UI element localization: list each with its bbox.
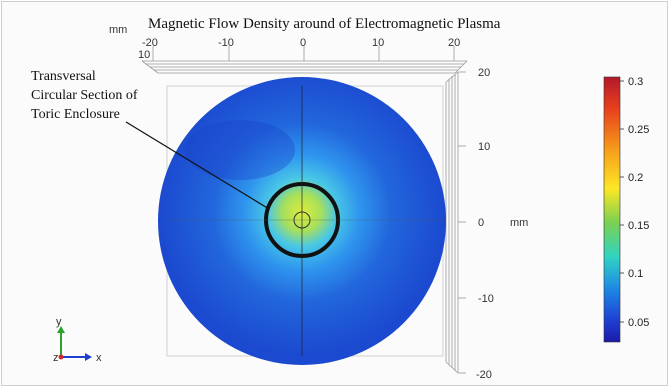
right-tick-20: 20 — [478, 67, 490, 79]
top-tick-0: 0 — [300, 37, 306, 49]
colorbar — [603, 76, 621, 343]
colorbar-tick-0-05: 0.05 — [628, 317, 649, 329]
right-tick-minus10: -10 — [478, 293, 494, 305]
annotation-line-1: Transversal — [31, 69, 96, 84]
top-tick-10: 10 — [372, 37, 384, 49]
top-tick-extra: 10 — [138, 49, 150, 61]
right-tick-0: 0 — [478, 217, 484, 229]
right-axis-unit: mm — [510, 217, 528, 229]
annotation-label: Transversal Circular Section of Toric En… — [31, 67, 138, 124]
top-tick-minus10: -10 — [218, 37, 234, 49]
right-axis-box — [445, 71, 466, 374]
right-tick-10: 10 — [478, 141, 490, 153]
figure-title: Magnetic Flow Density around of Electrom… — [148, 16, 501, 32]
low-flux-region — [185, 120, 295, 180]
triad-x-label: x — [96, 352, 102, 364]
triad-z-label: z — [53, 352, 59, 364]
top-tick-20: 20 — [448, 37, 460, 49]
top-axis-box — [141, 46, 468, 74]
top-axis-unit: mm — [109, 24, 128, 36]
annotation-line-3: Toric Enclosure — [31, 107, 120, 122]
colorbar-ticks — [620, 80, 624, 323]
colorbar-tick-0-2: 0.2 — [628, 172, 643, 184]
triad-y-label: y — [56, 316, 62, 328]
annotation-leader-line — [125, 121, 270, 210]
axis-triad — [57, 326, 92, 361]
colorbar-tick-0-15: 0.15 — [628, 220, 649, 232]
annotation-line-2: Circular Section of — [31, 88, 138, 103]
colorbar-tick-0-1: 0.1 — [628, 268, 643, 280]
top-tick-minus20: -20 — [142, 37, 158, 49]
colorbar-tick-0-25: 0.25 — [628, 124, 649, 136]
colorbar-tick-0-3: 0.3 — [628, 76, 643, 88]
right-tick-minus20: -20 — [476, 369, 492, 381]
